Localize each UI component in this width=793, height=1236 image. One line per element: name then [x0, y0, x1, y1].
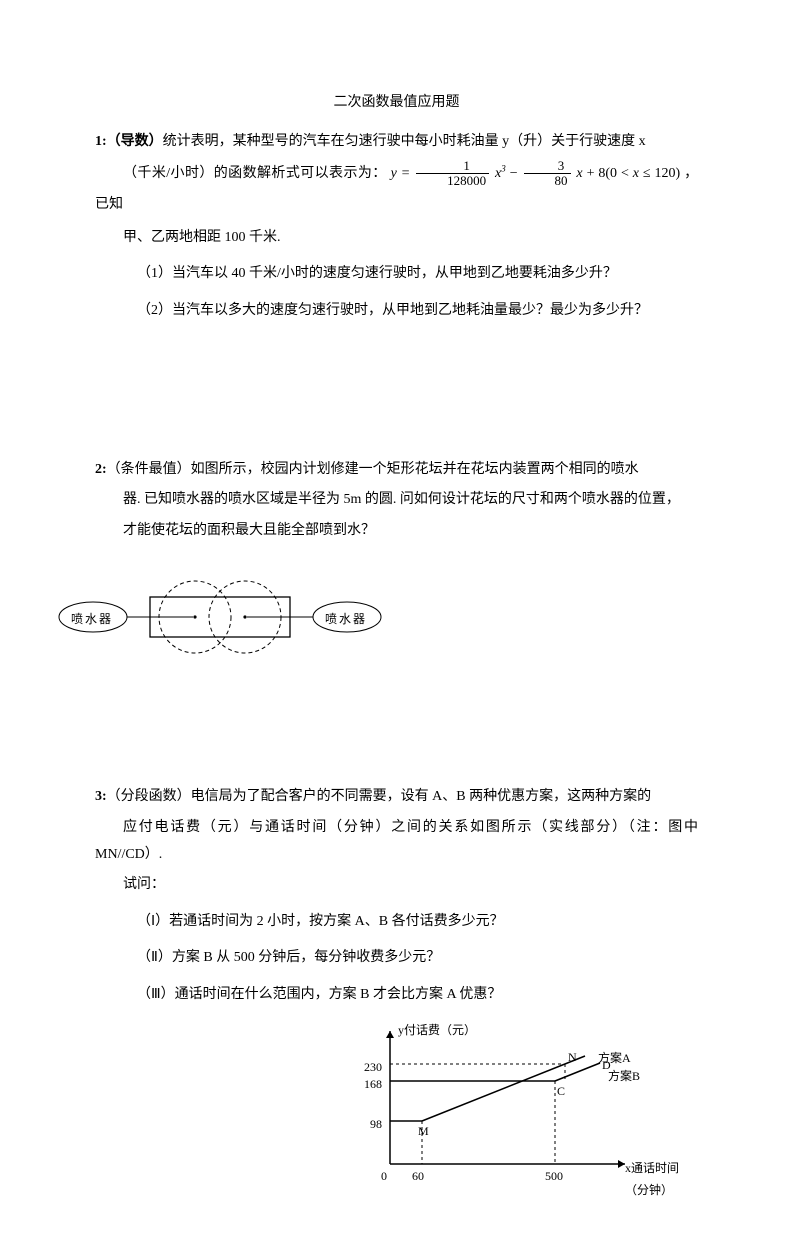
p1-head: 1:（导数）	[95, 134, 163, 149]
p3-tag: （分段函数）	[107, 789, 191, 804]
p3-line2: 应付电话费（元）与通话时间（分钟）之间的关系如图所示（实线部分）（注：图中 MN…	[95, 815, 698, 868]
pt-C: C	[557, 1084, 565, 1098]
p3-text-a: 电信局为了配合客户的不同需要，设有 A、B 两种优惠方案，这两种方案的	[191, 789, 651, 804]
p3-q3: （Ⅲ）通话时间在什么范围内，方案 B 才会比方案 A 优惠？	[95, 982, 698, 1009]
pt-N: N	[568, 1050, 577, 1064]
p3-q1: （Ⅰ）若通话时间为 2 小时，按方案 A、B 各付话费多少元？	[95, 909, 698, 936]
p2-line3: 才能使花坛的面积最大且能全部喷到水？	[95, 518, 698, 545]
p2-text-a: 如图所示，校园内计划修建一个矩形花坛并在花坛内装置两个相同的喷水	[191, 462, 639, 477]
p3-line3: 试问：	[95, 872, 698, 899]
label-planB: 方案B	[608, 1065, 640, 1088]
p1-q1: （1）当汽车以 40 千米/小时的速度匀速行驶时，从甲地到乙地要耗油多少升？	[95, 261, 698, 288]
f-x: x	[576, 166, 582, 181]
yt-168: 168	[364, 1073, 382, 1096]
spacer-1	[95, 337, 698, 457]
p1-text-b: （千米/小时）的函数解析式可以表示为：	[123, 166, 387, 181]
p3-head: 3:	[95, 789, 107, 804]
phone-chart: M N C D y付话费（元） x通话时间（分钟） 230 168 98 0 6…	[350, 1019, 695, 1184]
p1-formula: y = 1128000 x3 − 380 x + 8(0 < x ≤ 120)	[391, 166, 684, 181]
sprinkler-label-right: 喷水器	[325, 608, 367, 631]
f-x3: x3	[495, 166, 506, 181]
xt-60: 60	[412, 1165, 424, 1188]
p1-line3: 甲、乙两地相距 100 千米.	[95, 225, 698, 252]
problem-1: 1:（导数）统计表明，某种型号的汽车在匀速行驶中每小时耗油量 y（升）关于行驶速…	[95, 129, 698, 325]
yt-98: 98	[370, 1113, 382, 1136]
p2-tag: （条件最值）	[107, 462, 191, 477]
problem-2: 2:（条件最值）如图所示，校园内计划修建一个矩形花坛并在花坛内装置两个相同的喷水…	[95, 457, 698, 663]
f-frac1: 1128000	[416, 159, 489, 189]
p2-line1: 2:（条件最值）如图所示，校园内计划修建一个矩形花坛并在花坛内装置两个相同的喷水	[95, 457, 698, 484]
f-minus: −	[510, 166, 522, 181]
p3-q2: （Ⅱ）方案 B 从 500 分钟后，每分钟收费多少元？	[95, 945, 698, 972]
p3-line1: 3:（分段函数）电信局为了配合客户的不同需要，设有 A、B 两种优惠方案，这两种…	[95, 784, 698, 811]
chart-xlabel: x通话时间（分钟）	[625, 1157, 695, 1203]
p2-head: 2:	[95, 462, 107, 477]
p2-line2: 器. 已知喷水器的喷水区域是半径为 5m 的圆. 问如何设计花坛的尺寸和两个喷水…	[95, 487, 698, 514]
p1-line2: （千米/小时）的函数解析式可以表示为： y = 1128000 x3 − 380…	[95, 159, 698, 221]
problem-3: 3:（分段函数）电信局为了配合客户的不同需要，设有 A、B 两种优惠方案，这两种…	[95, 784, 698, 1183]
page-title: 二次函数最值应用题	[95, 90, 698, 117]
origin: 0	[381, 1165, 387, 1188]
pt-M: M	[418, 1124, 429, 1138]
f-frac2: 380	[524, 159, 571, 189]
f-plus8: + 8(0 <	[587, 166, 633, 181]
xt-500: 500	[545, 1165, 563, 1188]
page-container: 二次函数最值应用题 1:（导数）统计表明，某种型号的汽车在匀速行驶中每小时耗油量…	[0, 0, 793, 1236]
chart-ylabel: y付话费（元）	[398, 1019, 476, 1042]
p1-text-a: 统计表明，某种型号的汽车在匀速行驶中每小时耗油量 y（升）关于行驶速度 x	[163, 134, 646, 149]
f-yeq: y =	[391, 166, 411, 181]
sprinkler-figure: 喷水器 喷水器	[55, 572, 385, 662]
p1-q2: （2）当汽车以多大的速度匀速行驶时，从甲地到乙地耗油量最少？最少为多少升？	[95, 298, 698, 325]
sprinkler-label-left: 喷水器	[71, 608, 113, 631]
p1-line1: 1:（导数）统计表明，某种型号的汽车在匀速行驶中每小时耗油量 y（升）关于行驶速…	[95, 129, 698, 156]
f-le120: ≤ 120)	[639, 166, 680, 181]
spacer-2	[95, 674, 698, 784]
